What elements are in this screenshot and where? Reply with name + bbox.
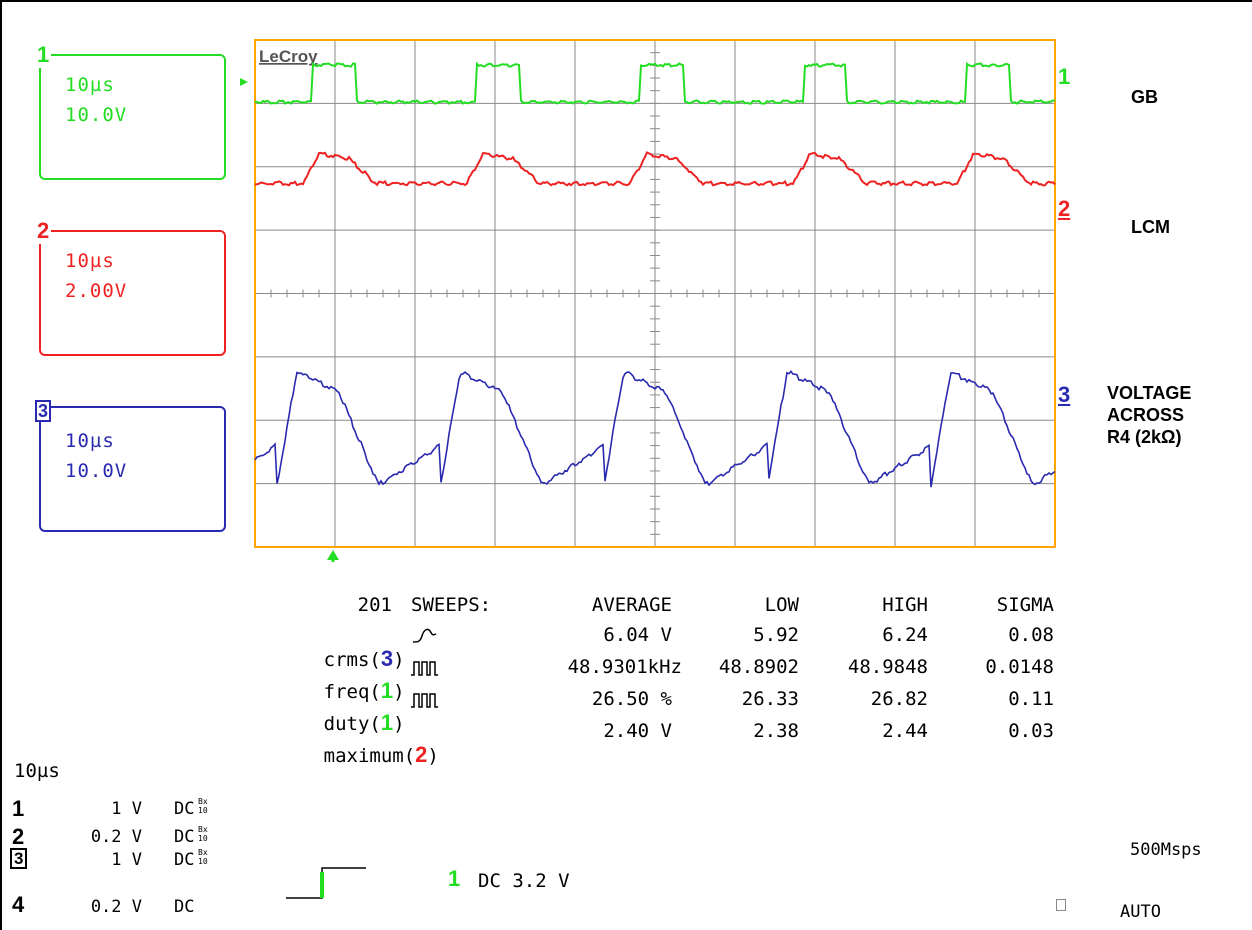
row-maximum-average: 2.40 V (603, 720, 672, 742)
channel-3-timebase: 10µs (65, 430, 115, 452)
input-4-coupling[interactable]: DC (174, 897, 195, 917)
input-2-number: 2 (12, 824, 25, 849)
row-maximum-sigma: 0.03 (1008, 720, 1054, 742)
column-high: HIGH (882, 594, 928, 616)
channel-1-number: 1 (35, 42, 52, 68)
row-duty-channel: 1 (380, 710, 394, 735)
row-freq-name: freq(1) (255, 656, 405, 726)
row-duty-name: duty(1) (255, 688, 405, 758)
channel-1-timebase: 10µs (65, 74, 115, 96)
trigger-edge-icon (286, 867, 366, 899)
input-3-suffix: Bx 10 (198, 848, 208, 866)
row-freq-close: ) (393, 681, 405, 703)
sweeps-label: SWEEPS: (411, 594, 492, 616)
channel-2-box[interactable]: 2 10µs 2.00V (35, 218, 226, 356)
row-freq-label: freq( (323, 681, 381, 703)
row-freq-channel: 1 (380, 678, 394, 703)
row-duty-low: 26.33 (741, 688, 799, 710)
channel-3-label-line-1: VOLTAGE (1107, 383, 1192, 403)
channel-3-label-line-3: R4 (2kΩ) (1107, 427, 1182, 447)
input-3-number: 3 (10, 848, 28, 869)
input-3-scale[interactable]: 1 V (111, 850, 142, 870)
channel-2-trace (254, 151, 1056, 187)
input-1-number: 1 (12, 796, 25, 821)
input-2-scale[interactable]: 0.2 V (90, 827, 142, 847)
channel-2-timebase: 10µs (65, 250, 115, 272)
input-2-suffix: Bx 10 (198, 825, 208, 843)
row-crms-low: 5.92 (753, 624, 799, 646)
brand-logo: LeCroy (259, 47, 318, 66)
trigger-level[interactable]: DC 3.2 V (478, 870, 570, 892)
channel-2-label: LCM (1131, 217, 1170, 237)
column-sigma: SIGMA (996, 594, 1054, 616)
row-duty-sigma: 0.11 (1008, 688, 1054, 710)
sine-icon (412, 628, 437, 643)
input-1-scale[interactable]: 1 V (111, 799, 142, 819)
sample-rate: 500Msps (1130, 840, 1202, 860)
row-crms-average: 6.04 V (603, 624, 672, 646)
row-maximum-name: maximum(2) (255, 720, 439, 790)
channel-1-label: GB (1131, 87, 1158, 107)
channel-3-trace (254, 370, 1056, 488)
channel-3-label-line-2: ACROSS (1107, 405, 1185, 425)
waveform-plot: LeCroy (240, 39, 1056, 562)
row-maximum-label: maximum( (323, 745, 416, 767)
row-maximum-channel: 2 (415, 742, 428, 767)
input-1-suffix: Bx 10 (198, 797, 208, 815)
channel-1-right-marker: 1 (1058, 64, 1071, 89)
input-4-scale[interactable]: 0.2 V (90, 897, 142, 917)
timebase-readout[interactable]: 10µs (14, 760, 60, 782)
row-crms-high: 6.24 (882, 624, 928, 646)
row-maximum-low: 2.38 (753, 720, 799, 742)
channel-1-box[interactable]: 1 10µs 10.0V (35, 42, 226, 180)
row-freq-average: 48.9301kHz (567, 656, 682, 678)
trigger-source: 1 (448, 866, 461, 891)
trigger-mode[interactable]: AUTO (1120, 902, 1161, 922)
channel-3-number: 3 (35, 400, 52, 422)
row-crms-close: ) (393, 649, 405, 671)
input-4-number: 4 (12, 892, 25, 917)
trigger-position-marker[interactable] (327, 550, 339, 562)
row-duty-average: 26.50 % (591, 688, 672, 710)
channel-2-number: 2 (35, 218, 52, 244)
channel-3-right-marker: 3 (1058, 382, 1071, 407)
input-3-coupling[interactable]: DC (174, 850, 195, 870)
pulse-icon (411, 661, 438, 676)
row-maximum-high: 2.44 (882, 720, 928, 742)
row-crms-label: crms( (323, 649, 381, 671)
channel-1-trace (254, 61, 1056, 105)
input-2-coupling[interactable]: DC (174, 827, 195, 847)
row-freq-sigma: 0.0148 (985, 656, 1054, 678)
channel-2-right-marker: 2 (1058, 196, 1071, 221)
channel-1-volts: 10.0V (65, 104, 128, 126)
row-freq-low: 48.8902 (718, 656, 799, 678)
plot-frame (254, 39, 1056, 548)
column-average: AVERAGE (591, 594, 672, 616)
channel-1-offset-marker[interactable] (240, 78, 248, 86)
row-crms-channel: 3 (380, 646, 394, 671)
channel-2-volts: 2.00V (65, 280, 128, 302)
center-ticks (270, 52, 1040, 535)
row-duty-close: ) (393, 713, 405, 735)
row-crms-name: crms(3) (255, 624, 405, 694)
input-1-coupling[interactable]: DC (174, 799, 195, 819)
sweeps-count: 201 (357, 594, 392, 616)
row-freq-high: 48.9848 (847, 656, 928, 678)
row-maximum-close: ) (427, 745, 439, 767)
row-duty-label: duty( (323, 713, 381, 735)
channel-3-volts: 10.0V (65, 460, 128, 482)
column-low: LOW (764, 594, 799, 616)
row-crms-sigma: 0.08 (1008, 624, 1054, 646)
pulse-icon (411, 693, 438, 708)
trigger-status-indicator (1056, 899, 1066, 911)
channel-3-box[interactable]: 3 10µs 10.0V (35, 400, 226, 532)
row-duty-high: 26.82 (870, 688, 928, 710)
